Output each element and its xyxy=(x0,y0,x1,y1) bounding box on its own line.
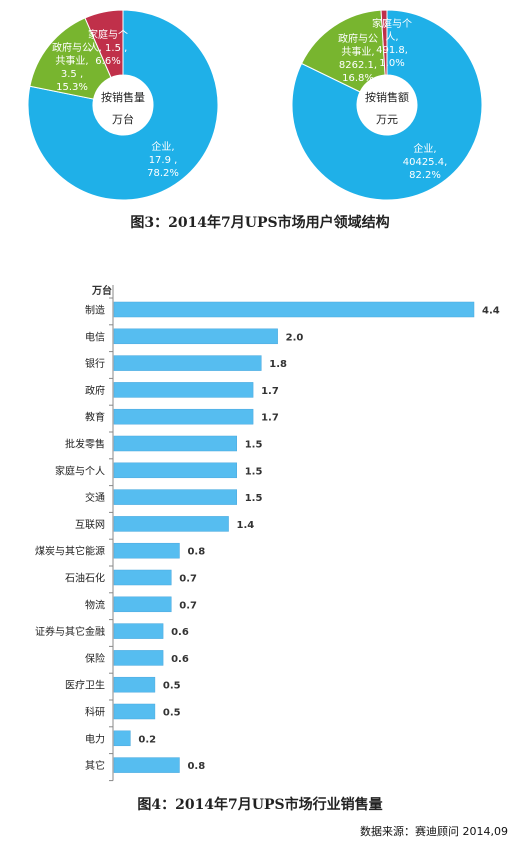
slice-label: 491.8, xyxy=(376,45,408,56)
donut-center-label: 按销售量 xyxy=(101,90,145,104)
value-label: 4.4 xyxy=(482,306,500,317)
value-label: 1.5 xyxy=(245,466,263,477)
y-axis-unit-label: 万台 xyxy=(91,284,112,297)
category-label: 政府 xyxy=(85,384,105,397)
value-label: 1.7 xyxy=(261,386,279,397)
slice-label: 17.9 , xyxy=(149,155,178,166)
category-label: 物流 xyxy=(85,598,105,611)
bar xyxy=(113,542,180,559)
slice-label: 人, 1.5 , xyxy=(89,42,128,54)
value-label: 1.5 xyxy=(245,440,263,451)
bar xyxy=(113,650,164,666)
bar xyxy=(113,569,172,586)
value-label: 1.7 xyxy=(261,413,279,424)
value-label: 1.8 xyxy=(269,359,287,370)
slice-label: 16.8% xyxy=(342,73,374,84)
value-label: 0.8 xyxy=(187,761,205,772)
bar xyxy=(113,408,254,425)
bar xyxy=(113,516,229,532)
category-label: 银行 xyxy=(85,357,105,370)
slice-label: 共事业, xyxy=(341,45,374,58)
slice-label: 政府与公 xyxy=(338,32,378,45)
value-label: 0.7 xyxy=(179,574,197,585)
category-label: 其它 xyxy=(85,759,105,772)
bar xyxy=(113,703,156,720)
slice-label: 40425.4, xyxy=(403,157,448,168)
bar xyxy=(113,382,254,398)
bar xyxy=(113,435,237,452)
value-label: 0.6 xyxy=(171,654,189,665)
category-label: 煤炭与其它能源 xyxy=(35,545,105,558)
value-label: 0.5 xyxy=(163,708,181,719)
slice-label: 78.2% xyxy=(147,168,179,179)
category-label: 石油石化 xyxy=(65,572,105,585)
slice-label: 6.6% xyxy=(95,56,120,67)
value-label: 0.7 xyxy=(179,600,197,611)
value-label: 1.4 xyxy=(237,520,255,531)
figure-3-caption: 图3：2014年7月UPS市场用户领域结构 xyxy=(130,215,390,231)
slice-label: 家庭与个 xyxy=(88,28,128,41)
slice-label: 3.5 , xyxy=(61,69,83,80)
figure-4-caption: 图4：2014年7月UPS市场行业销售量 xyxy=(137,797,383,813)
category-label: 电力 xyxy=(85,732,105,745)
slice-label: 政府与公 xyxy=(52,41,92,54)
slice-label: 1.0% xyxy=(379,58,404,69)
donut-center-label: 万台 xyxy=(112,112,134,126)
value-label: 1.5 xyxy=(245,493,263,504)
slice-label: 企业, xyxy=(151,140,174,153)
donut-center-label: 按销售额 xyxy=(365,90,409,104)
slice-label: 15.3% xyxy=(56,82,88,93)
slice-label: 共事业, xyxy=(55,54,88,67)
bar xyxy=(113,355,262,371)
slice-label: 企业, xyxy=(413,142,436,155)
bar xyxy=(113,596,172,613)
value-label: 2.0 xyxy=(286,332,304,343)
bar xyxy=(113,301,475,318)
category-label: 证券与其它金融 xyxy=(35,625,105,638)
category-label: 医疗卫生 xyxy=(65,679,105,692)
bar xyxy=(113,757,180,773)
bar xyxy=(113,489,237,505)
bar xyxy=(113,730,131,747)
donut-center-label: 万元 xyxy=(376,113,398,126)
category-label: 互联网 xyxy=(75,519,105,531)
bar xyxy=(113,623,164,639)
value-label: 0.5 xyxy=(163,681,181,692)
category-label: 交通 xyxy=(85,491,105,504)
value-label: 0.6 xyxy=(171,627,189,638)
category-label: 教育 xyxy=(85,411,105,424)
data-source-note: 数据来源：赛迪顾问 2014,09 xyxy=(360,825,508,838)
bar xyxy=(113,676,156,693)
category-label: 科研 xyxy=(85,706,105,719)
slice-label: 人, xyxy=(385,31,398,43)
category-label: 批发零售 xyxy=(65,438,105,451)
category-label: 保险 xyxy=(85,652,105,665)
slice-label: 82.2% xyxy=(409,170,441,181)
category-label: 电信 xyxy=(85,330,105,343)
value-label: 0.2 xyxy=(138,734,156,745)
category-label: 家庭与个人 xyxy=(55,464,105,477)
bar xyxy=(113,462,237,479)
slice-label: 8262.1, xyxy=(339,60,377,71)
bar xyxy=(113,328,278,345)
value-label: 0.8 xyxy=(187,547,205,558)
slice-label: 家庭与个 xyxy=(372,17,412,30)
category-label: 制造 xyxy=(85,304,105,317)
